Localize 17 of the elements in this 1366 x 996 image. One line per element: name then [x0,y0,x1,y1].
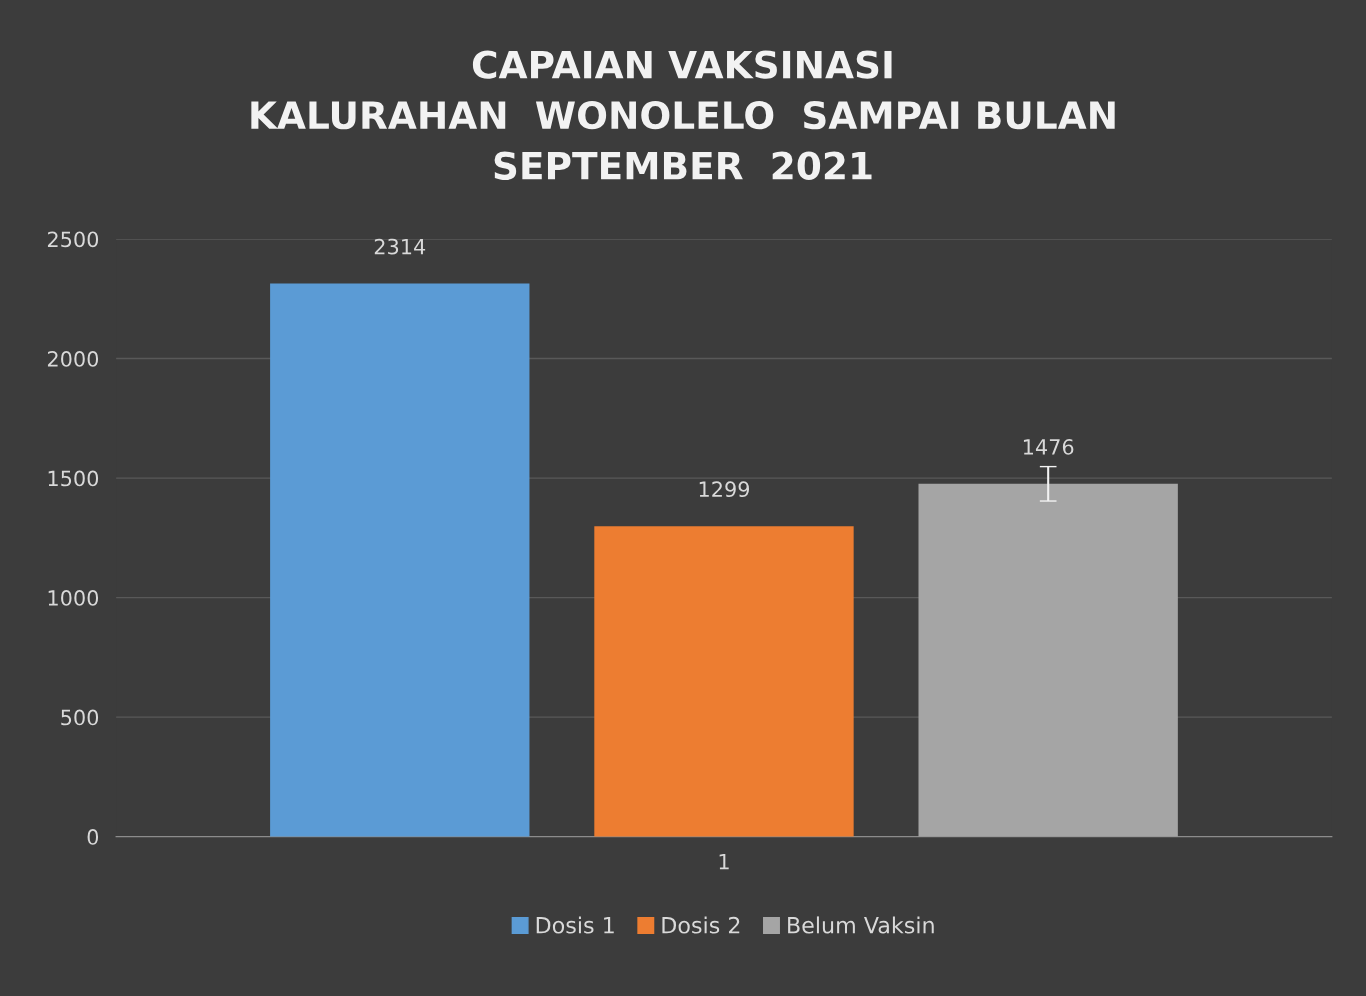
y-tick-label: 0 [87,829,99,845]
y-tick-label: 1500 [48,470,99,487]
legend-label: Dosis 1 [536,916,614,934]
data-label: 1299 [699,481,750,498]
y-tick-label: 500 [61,709,99,726]
chart-title: CAPAIAN VAKSINASI KALURAHAN WONOLELO SAMPAI BULAN SEPTEMBER 2021 [251,50,1115,180]
x-tick-label: 1 [719,853,729,870]
legend-label: Dosis 2 [662,916,740,934]
data-label: 2314 [374,238,426,255]
data-label: 1476 [1023,439,1074,455]
bar [270,283,530,837]
bar [594,526,854,837]
y-tick-label: 2000 [47,351,99,367]
y-tick-label: 1000 [48,590,99,606]
legend-label: Belum Vaksin [788,916,934,934]
bar [918,483,1178,837]
y-tick-label: 2500 [47,231,99,248]
